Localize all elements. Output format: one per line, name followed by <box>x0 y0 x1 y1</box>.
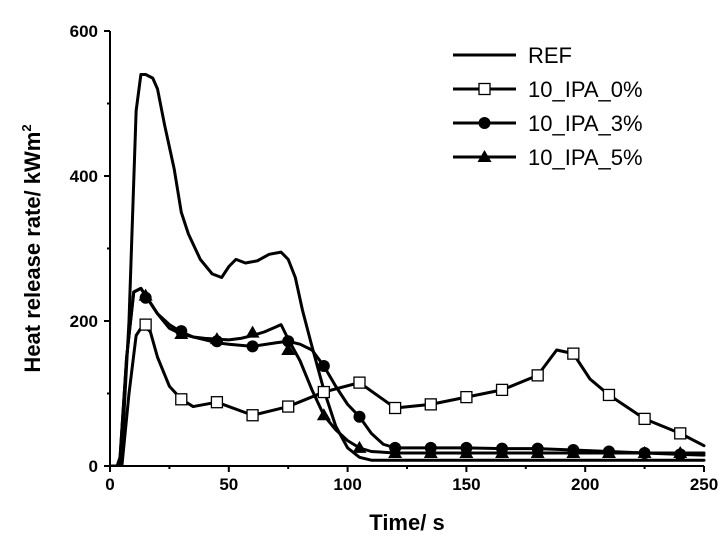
series-marker-10-ipa-3- <box>317 359 330 372</box>
series-marker-10-ipa-5- <box>209 332 224 345</box>
tick-labels: 0 50 100 150 200 250 0 200 400 600 <box>70 22 719 494</box>
series-marker-10-ipa-0- <box>210 396 224 409</box>
series-marker-10-ipa-3- <box>353 410 366 423</box>
series-marker-10-ipa-0- <box>175 393 188 406</box>
series-marker-10-ipa-0- <box>424 398 437 411</box>
series-marker-10-ipa-0- <box>674 427 687 440</box>
series-marker-10-ipa-0- <box>567 347 580 360</box>
legend-marker-10-ipa-5- <box>477 150 492 162</box>
x-tick-label-2: 100 <box>333 475 361 494</box>
series-marker-10-ipa-0- <box>282 400 295 413</box>
legend: REF 10_IPA_0% 10_IPA_3% 10_IPA_5% <box>453 43 643 170</box>
y-tick-label-3: 600 <box>70 22 98 41</box>
x-tick-label-4: 200 <box>571 475 599 494</box>
y-tick-label-0: 0 <box>89 457 98 476</box>
x-tick-label-3: 150 <box>452 475 480 494</box>
series-marker-10-ipa-0- <box>602 388 616 402</box>
y-axis-title-text: Heat release rate/ kWm <box>20 132 45 373</box>
legend-label-10-ipa-3-: 10_IPA_3% <box>528 111 643 136</box>
series-marker-10-ipa-5- <box>495 445 510 458</box>
series-marker-10-ipa-0- <box>638 412 651 426</box>
y-tick-label-2: 400 <box>70 167 98 186</box>
series-marker-10-ipa-5- <box>673 445 688 458</box>
y-tick-label-1: 200 <box>70 312 98 331</box>
legend-label-ref: REF <box>528 43 572 68</box>
series-marker-10-ipa-5- <box>423 445 438 458</box>
series-marker-10-ipa-0- <box>388 401 402 415</box>
series-marker-10-ipa-5- <box>245 325 260 338</box>
series-marker-10-ipa-0- <box>139 318 152 331</box>
series-marker-10-ipa-5- <box>388 445 403 458</box>
series-marker-10-ipa-5- <box>530 445 545 458</box>
y-axis-title: Heat release rate/ kWm2 <box>19 124 45 372</box>
series-marker-10-ipa-0- <box>246 409 259 422</box>
axes <box>104 30 705 472</box>
series-line-10-ipa-3- <box>110 286 706 466</box>
x-axis-title: Time/ s <box>369 510 444 535</box>
x-tick-label-5: 250 <box>690 475 718 494</box>
series-marker-10-ipa-5- <box>566 445 581 458</box>
x-tick-label-1: 50 <box>219 475 238 494</box>
series-marker-10-ipa-0- <box>353 376 366 389</box>
series-marker-10-ipa-5- <box>316 408 331 421</box>
series-line-10-ipa-5- <box>110 286 706 466</box>
series-marker-10-ipa-0- <box>531 369 544 382</box>
series-marker-10-ipa-5- <box>174 327 189 340</box>
plot-markers <box>138 288 688 461</box>
series-marker-10-ipa-5- <box>459 445 474 458</box>
series-marker-10-ipa-5- <box>138 288 153 301</box>
legend-label-10-ipa-0-: 10_IPA_0% <box>528 77 643 102</box>
series-marker-10-ipa-0- <box>317 385 330 399</box>
legend-marker-10-ipa-0- <box>478 82 491 96</box>
series-marker-10-ipa-0- <box>460 390 473 404</box>
series-line-ref <box>110 73 706 466</box>
series-marker-10-ipa-5- <box>637 445 652 458</box>
series-marker-10-ipa-3- <box>246 340 259 353</box>
series-marker-10-ipa-5- <box>601 445 616 458</box>
series-marker-10-ipa-0- <box>495 383 509 397</box>
series-marker-10-ipa-3- <box>282 335 295 348</box>
y-axis-title-superscript: 2 <box>19 124 34 131</box>
series-marker-10-ipa-5- <box>281 343 296 355</box>
legend-label-10-ipa-5-: 10_IPA_5% <box>528 145 643 170</box>
x-tick-label-0: 0 <box>105 475 114 494</box>
legend-marker-10-ipa-3- <box>478 117 491 129</box>
series-marker-10-ipa-5- <box>352 440 367 453</box>
